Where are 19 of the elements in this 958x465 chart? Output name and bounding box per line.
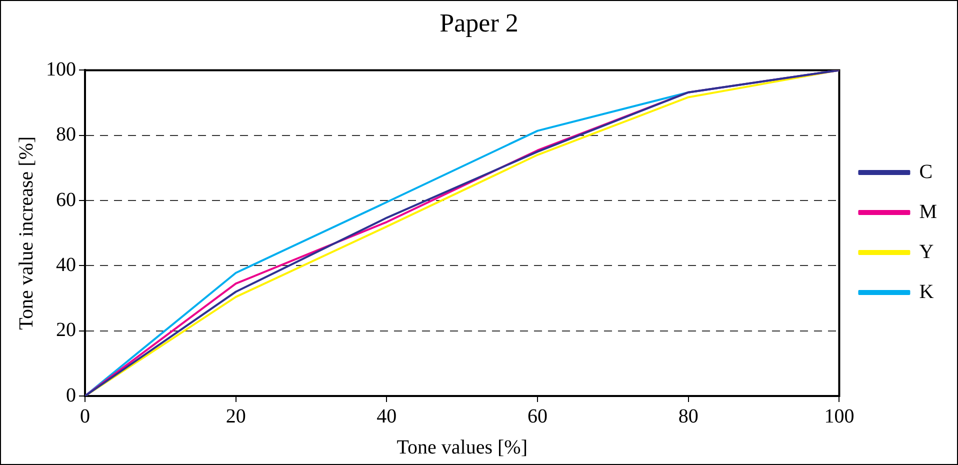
- legend-label: M: [919, 200, 938, 223]
- x-tick-label: 60: [528, 405, 548, 428]
- x-tick-label: 100: [824, 405, 854, 428]
- y-tick-label: 40: [56, 254, 76, 276]
- y-tick-label: 80: [56, 124, 76, 146]
- legend-label: C: [919, 160, 933, 183]
- legend-label: K: [919, 280, 934, 303]
- chart-title: Paper 2: [440, 8, 518, 38]
- y-tick-label: 20: [56, 319, 76, 342]
- y-tick-label: 0: [66, 384, 76, 406]
- y-axis-title: Tone value increase [%]: [15, 136, 38, 330]
- legend-label: Y: [919, 240, 934, 263]
- y-tick-label: 60: [56, 188, 76, 211]
- x-tick-label: 80: [678, 405, 698, 428]
- x-tick-label: 40: [376, 405, 397, 428]
- y-tick-label: 100: [46, 58, 76, 80]
- x-axis-title: Tone values [%]: [396, 436, 528, 458]
- x-tick-label: 0: [80, 405, 90, 428]
- x-tick-label: 20: [226, 405, 246, 428]
